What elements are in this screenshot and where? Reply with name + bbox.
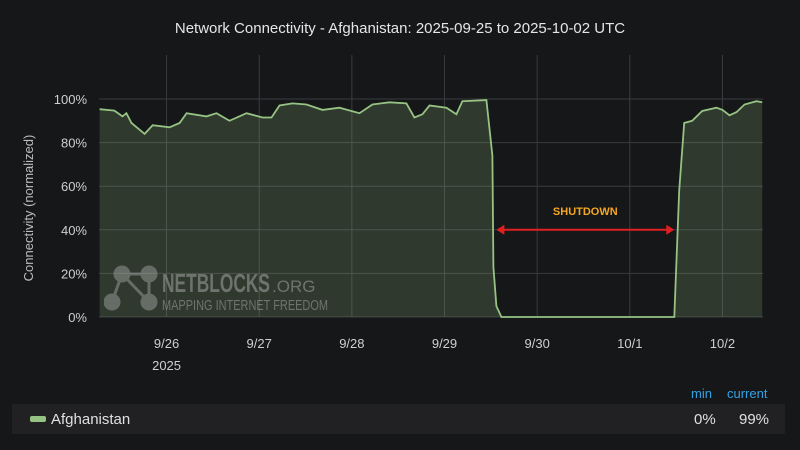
y-tick-label: 20%: [61, 266, 87, 281]
shutdown-annotation-label: SHUTDOWN: [553, 206, 618, 218]
svg-text:MAPPING INTERNET FREEDOM: MAPPING INTERNET FREEDOM: [162, 297, 328, 314]
y-axis-label: Connectivity (normalized): [21, 135, 36, 282]
legend-series-name[interactable]: Afghanistan: [51, 410, 131, 428]
x-tick-label: 9/26: [154, 336, 179, 351]
legend-header-min[interactable]: min: [691, 386, 712, 401]
x-tick-year-label: 2025: [152, 358, 181, 373]
x-tick-label: 9/30: [525, 336, 550, 351]
x-tick-label: 10/2: [710, 336, 735, 351]
arrow-head-left-icon: [496, 224, 505, 235]
y-tick-label: 100%: [54, 92, 88, 107]
connectivity-chart: SHUTDOWN 0% 20% 40% 60% 80% 100% 9/26 2025 9/27 9/…: [21, 55, 763, 373]
legend-header-current[interactable]: current: [727, 386, 768, 401]
svg-text:NETBLOCKS: NETBLOCKS: [162, 268, 270, 298]
series-area-fill: [99, 100, 763, 317]
netblocks-watermark: NETBLOCKS .ORG MAPPING INTERNET FREEDOM: [103, 264, 334, 319]
legend-min-value: 0%: [694, 410, 716, 428]
y-tick-label: 40%: [61, 223, 87, 238]
chart-title: Network Connectivity - Afghanistan: 2025…: [174, 20, 626, 37]
legend-row-afghanistan[interactable]: Afghanistan 0% 99%: [12, 404, 785, 434]
y-tick-label: 0%: [68, 310, 87, 325]
svg-text:.ORG: .ORG: [272, 277, 315, 296]
y-tick-label: 80%: [61, 136, 87, 151]
x-tick-label: 9/28: [339, 336, 364, 351]
series-color-swatch: [30, 416, 46, 422]
y-tick-label: 60%: [61, 179, 87, 194]
legend-current-value: 99%: [739, 410, 770, 428]
x-tick-label: 9/27: [247, 336, 272, 351]
arrow-head-right-icon: [666, 224, 675, 235]
netblocks-logo-icon: [103, 265, 158, 311]
x-tick-label: 10/1: [617, 336, 642, 351]
x-tick-label: 9/29: [432, 336, 457, 351]
series-line: [99, 99, 763, 318]
